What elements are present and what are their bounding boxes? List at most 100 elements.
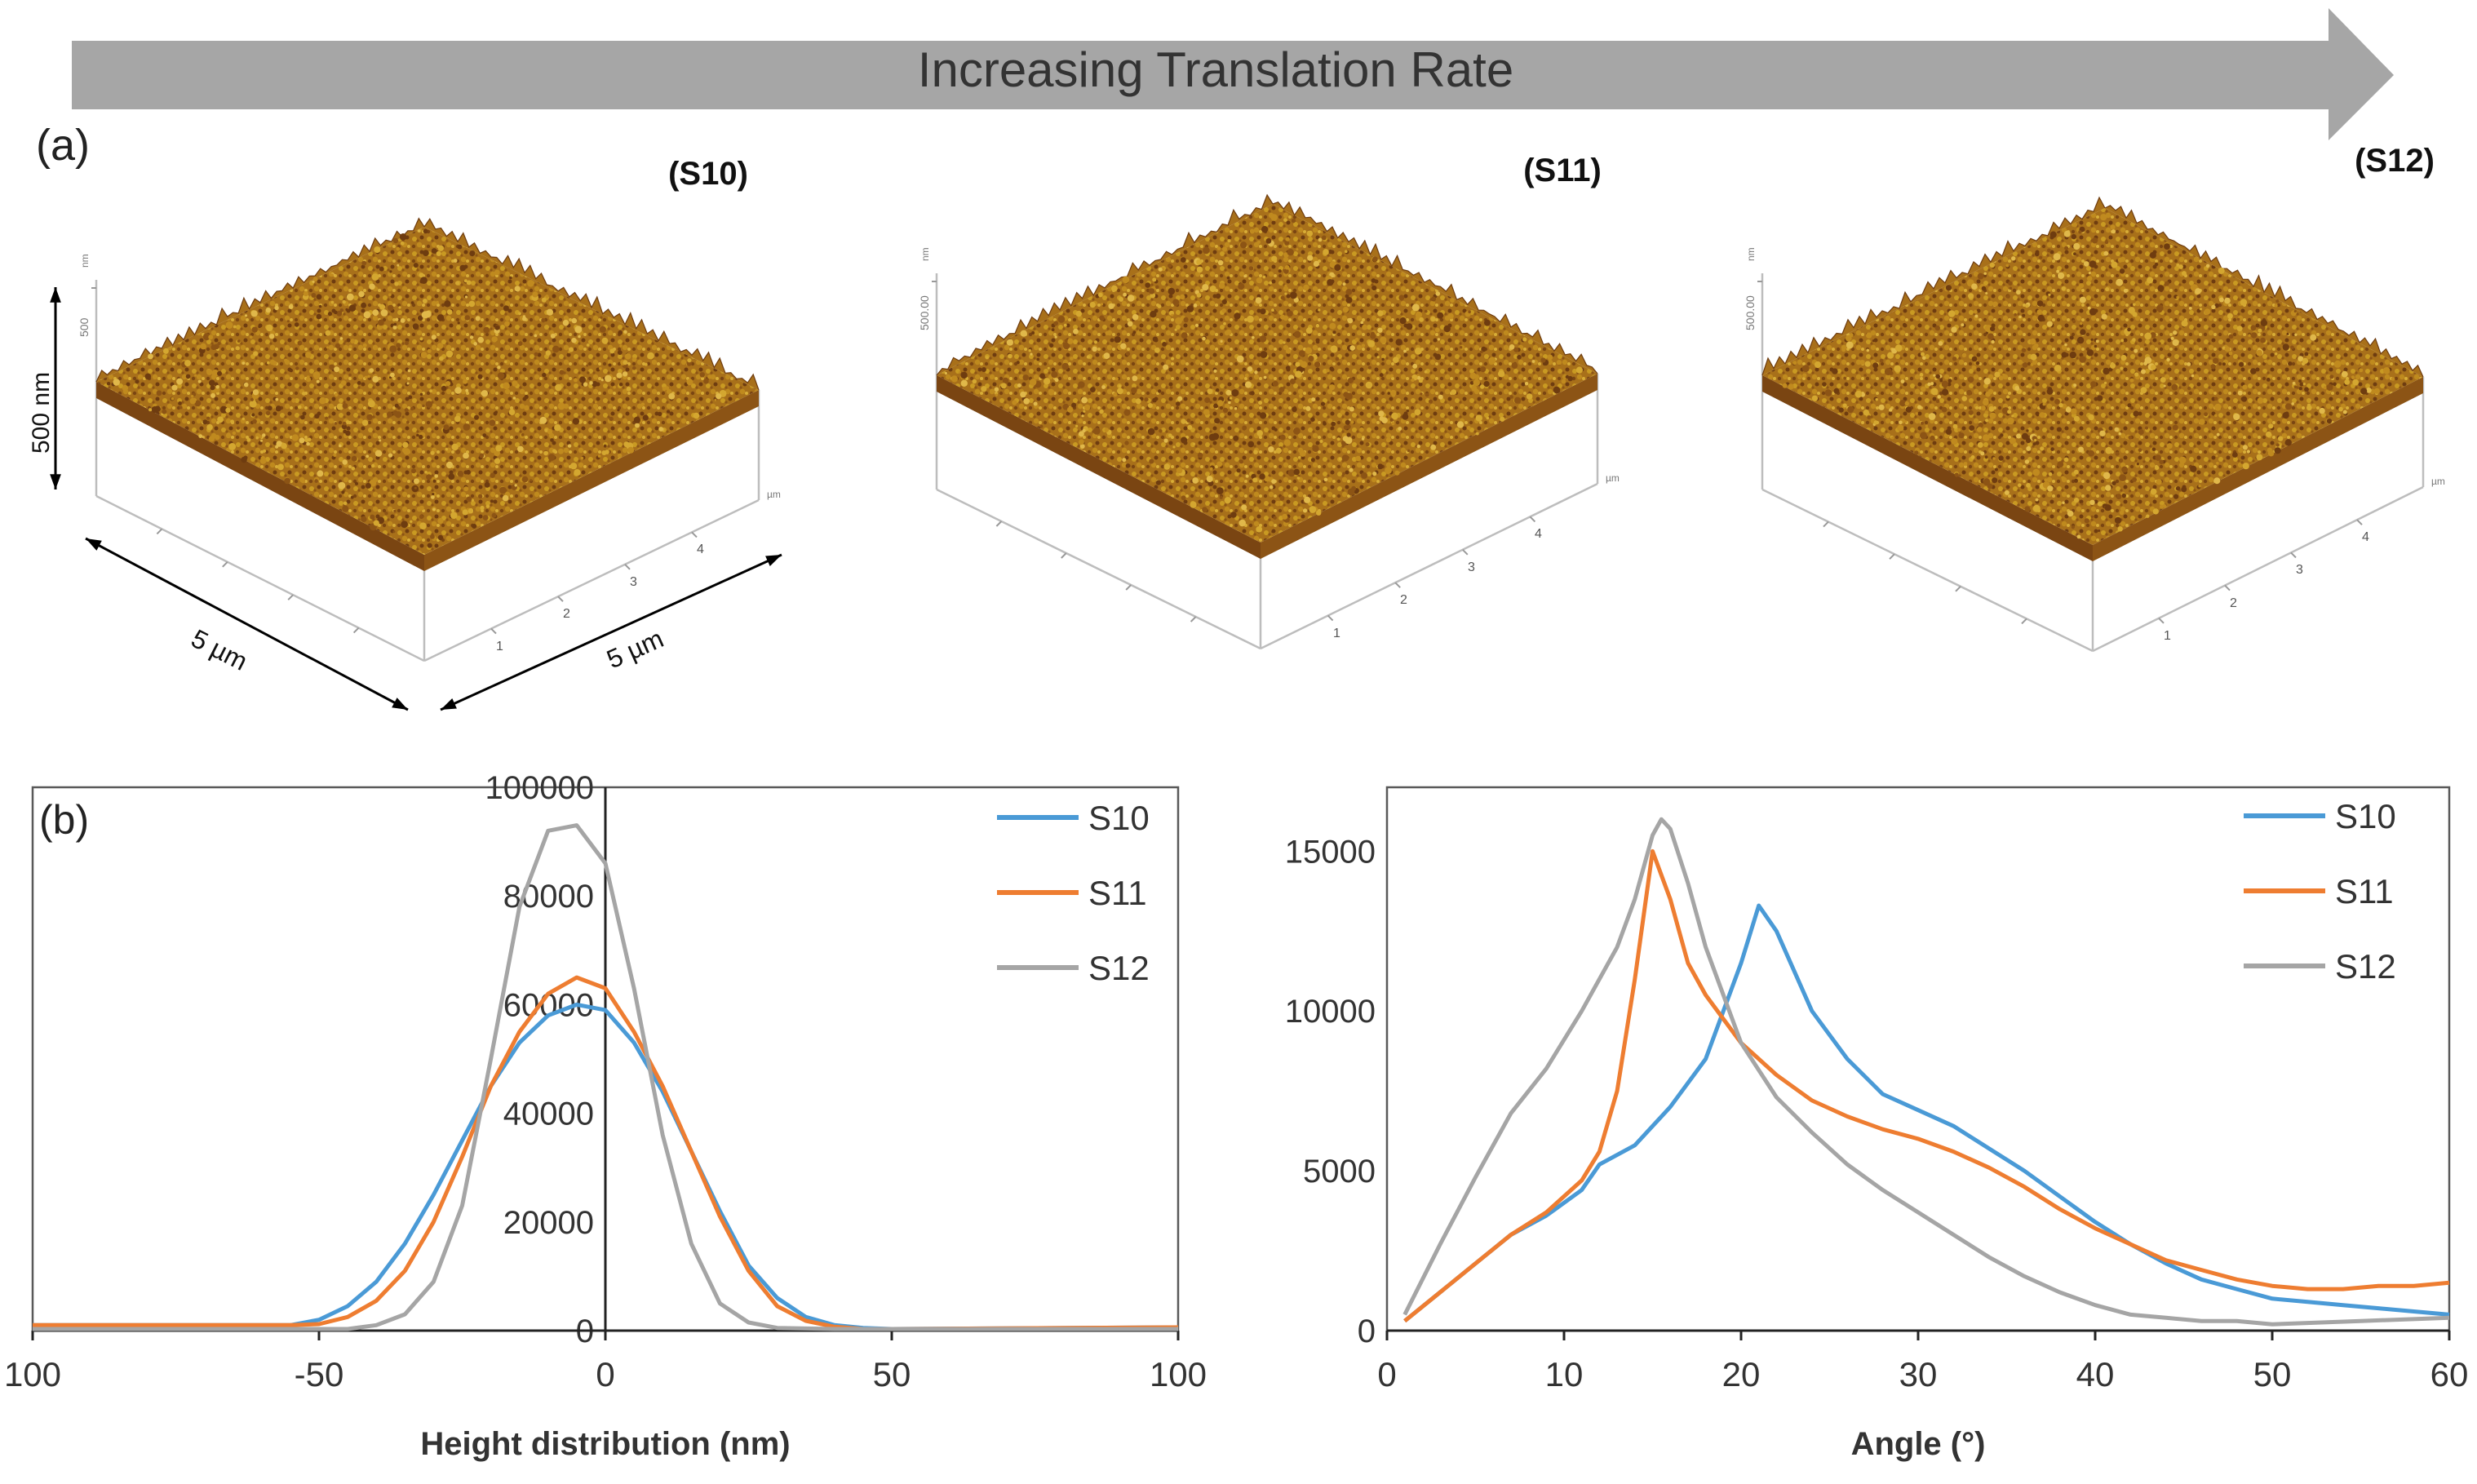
afm-speckle [1039,373,1045,379]
afm-speckle [2154,262,2159,267]
banner-arrow [72,8,2394,140]
afm-speckle [1832,368,1838,374]
afm-speckle [1012,400,1017,405]
afm-speckle [1985,391,1991,397]
afm-speckle [1811,395,1819,401]
afm-speckle [380,309,388,317]
afm-speckle [255,436,259,440]
afm-speckle [557,402,565,410]
afm-speckle [2056,269,2060,273]
afm-speckle [1036,357,1040,361]
afm-speckle [640,402,645,407]
afm-speckle [613,385,616,389]
afm-speckle [2089,260,2097,268]
afm-speckle [1311,397,1316,402]
afm-speckle [1236,468,1241,473]
afm-speckle [617,453,623,458]
afm-speckle [2216,462,2219,465]
afm-axis-tick: 4 [2362,530,2369,544]
afm-speckle [335,343,340,348]
afm-speckle [489,419,496,427]
afm-speckle [275,405,281,412]
afm-speckle [419,522,427,529]
afm-speckle [423,228,428,234]
afm-speckle [1242,425,1247,431]
afm-speckle [1295,370,1302,379]
afm-speckle [1903,322,1907,327]
afm-speckle [1193,303,1198,308]
x-scale-arrow-head [86,538,102,551]
afm-speckle [2195,288,2201,295]
afm-speckle [194,400,202,407]
afm-speckle [468,300,476,308]
afm-speckle [1222,246,1228,252]
afm-z-unit: nm [1745,247,1757,261]
afm-axis-tick-mark [1955,586,1961,592]
afm-speckle [2128,307,2135,314]
afm-speckle [1329,322,1336,330]
afm-speckle [1216,400,1224,407]
afm-speckle [1303,508,1308,513]
afm-speckle [2061,476,2065,480]
afm-speckle [2275,352,2278,356]
afm-speckle [1381,357,1385,361]
afm-speckle [1945,428,1952,435]
afm-speckle [580,456,584,460]
afm-speckle [1101,385,1106,389]
afm-speckle [550,438,554,442]
afm-speckle [348,304,357,312]
afm-speckle [401,265,405,269]
afm-speckle [2073,252,2076,256]
afm-speckle [1298,456,1301,459]
afm-speckle [2072,222,2078,228]
afm-speckle [277,463,284,471]
afm-speckle [473,342,477,346]
afm-speckle [1228,401,1231,405]
afm-speckle [1968,293,1974,299]
afm-speckle [2022,313,2026,317]
afm-speckle [232,431,237,436]
afm-speckle [250,310,258,317]
afm-speckle [1884,368,1892,375]
afm-axis-tick-mark [1061,552,1067,559]
afm-speckle [1256,430,1263,436]
afm-speckle [1163,463,1171,470]
afm-speckle [457,470,464,477]
afm-speckle [1181,332,1188,339]
afm-speckle [374,450,383,457]
afm-speckle [1172,299,1180,306]
afm-speckle [330,273,335,277]
afm-speckle [1540,353,1543,357]
afm-speckle [1233,435,1239,441]
afm-speckle [1292,406,1297,412]
afm-speckle [1216,487,1224,494]
afm-speckle [2304,387,2309,392]
afm-speckle [372,309,379,317]
afm-speckle [2117,526,2123,532]
afm-speckle [1842,403,1847,408]
afm-speckle [1196,259,1203,265]
afm-speckle [1073,328,1079,334]
afm-speckle [609,348,615,354]
afm-edge-peaks [423,218,760,391]
afm-speckle [2048,293,2051,296]
afm-speckle [390,372,395,378]
afm-speckle [2291,402,2294,405]
afm-speckle [981,367,986,372]
afm-speckle [2224,346,2231,352]
afm-speckle [394,281,399,286]
afm-speckle [1399,317,1407,325]
height-scale-label: 500 nm [28,372,55,454]
afm-speckle [1919,373,1924,377]
afm-speckle [1411,378,1415,383]
afm-axis-tick-mark [490,627,497,635]
afm-speckle [2061,352,2067,358]
series-line-S11 [1403,848,2450,1323]
afm-speckle [2080,466,2084,469]
afm-speckle [2218,267,2225,274]
afm-speckle [1127,321,1133,327]
afm-speckle [1782,383,1788,388]
afm-speckle [1391,412,1398,420]
afm-speckle [1197,452,1203,458]
afm-speckle [2105,446,2112,454]
